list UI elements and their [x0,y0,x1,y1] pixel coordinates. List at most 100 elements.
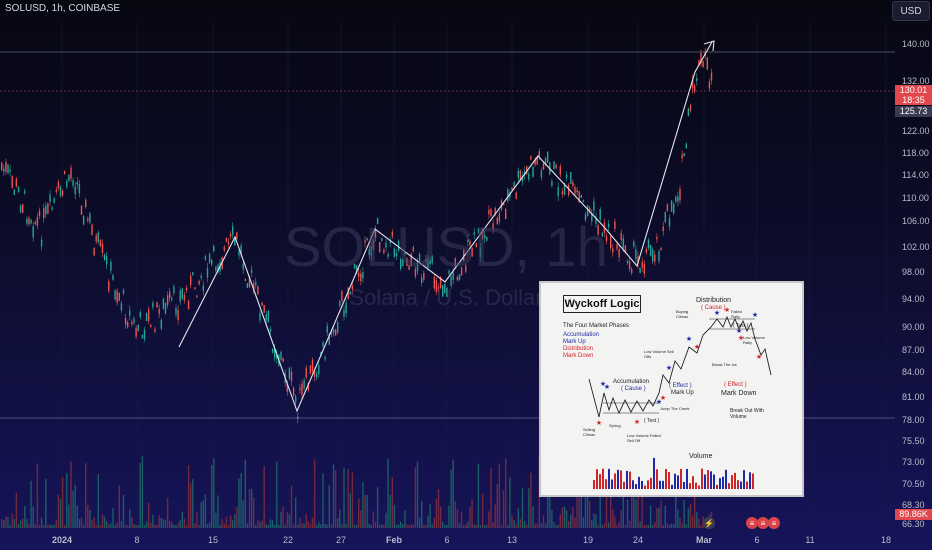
candle-body [408,265,410,271]
volume-bar [284,524,286,528]
currency-button[interactable]: USD [892,1,930,21]
volume-bar [666,523,669,528]
volume-bar [242,500,244,528]
volume-bar [362,482,364,528]
candle-body [57,181,60,189]
volume-bar [339,509,341,528]
volume-bar [544,523,547,528]
candle-body [223,246,225,251]
candle-body [700,52,702,64]
wyckoff-volume-bar [737,480,739,489]
volume-bar [175,524,177,528]
volume-bar [519,519,522,528]
volume-bar [591,520,593,528]
candle-body [385,242,387,248]
candle-body [456,276,459,281]
volume-bar [582,517,585,528]
volume-bar [345,524,347,528]
lightning-icon[interactable]: ⚡ [703,517,715,529]
candle-body [702,60,704,68]
candle-body [87,218,89,221]
volume-bar [612,509,614,528]
volume-bar [68,504,70,528]
time-tick: 19 [582,535,594,545]
symbol-title[interactable]: SOLUSD, 1h, COINBASE [5,3,121,14]
volume-bar [347,469,349,528]
candle-body [511,187,513,191]
bar-countdown: 18:35 [902,95,925,105]
volume-bar [282,506,284,528]
candle-body [297,416,299,419]
event-icon-3[interactable]: ≡ [768,517,780,529]
candle-body [152,302,154,308]
candle-body [387,253,389,257]
candle-body [488,209,490,215]
candle-body [234,236,236,246]
candle-body [670,200,673,212]
candle-body [664,212,666,223]
price-tick: 90.00 [902,322,925,332]
volume-bar [276,461,278,528]
volume-bar [236,506,238,528]
candle-body [694,85,696,92]
volume-bar [120,521,123,528]
volume-bar [469,506,471,528]
candle-body [414,269,417,277]
candle-body [662,226,664,232]
volume-bar [383,525,385,528]
time-tick: Mar [695,535,713,545]
volume-bar [9,524,11,528]
candle-body [706,57,708,70]
candle-body [542,162,545,170]
candle-body [452,272,454,280]
price-tick: 118.00 [902,148,929,158]
candle-body [486,236,488,241]
phase-mark-up: Mark Up [563,339,586,345]
candle-body [156,302,158,308]
volume-bar [1,518,3,528]
candle-body [496,217,498,225]
volume-bar [677,509,679,528]
event-icon-1[interactable]: ≡ [746,517,758,529]
volume-bar [173,524,175,528]
volume-bar [122,495,125,528]
candle-body [64,171,66,174]
volume-bar [698,518,700,528]
candle-body [551,180,553,186]
volume-bar [681,522,683,528]
price-tick: 66.30 [902,519,925,529]
candle-body [30,220,32,224]
candle-body [324,357,326,360]
volume-bar [372,511,375,528]
candle-body [465,265,467,272]
candle-body [124,318,127,325]
candle-body [190,275,192,286]
candle-body [368,249,370,256]
test-bottom-label: ( Test ) [644,418,660,424]
volume-bar [22,518,24,528]
volume-bar [473,524,475,528]
volume-bar [521,488,524,528]
volume-bar [297,524,299,528]
candle-body [99,240,102,247]
candle-body [555,164,557,169]
candle-body [597,225,599,235]
candle-body [5,162,7,172]
effect-up-label: ( Effect ) [669,383,692,389]
volume-bar [158,515,160,528]
event-icon-2[interactable]: ≡ [757,517,769,529]
volume-bar [652,524,654,528]
candle-body [103,254,106,261]
candle-body [523,171,526,175]
volume-bar [607,522,610,528]
candle-body [343,309,345,317]
volume-bar [334,470,337,528]
volume-bar [593,513,595,528]
volume-bar [437,489,440,528]
watermark-name: Solana / U.S. Dollar [349,285,542,310]
price-tick: 122.00 [902,126,930,136]
volume-bar [206,524,209,528]
volume-bar [349,493,351,528]
candle-body [572,182,574,187]
